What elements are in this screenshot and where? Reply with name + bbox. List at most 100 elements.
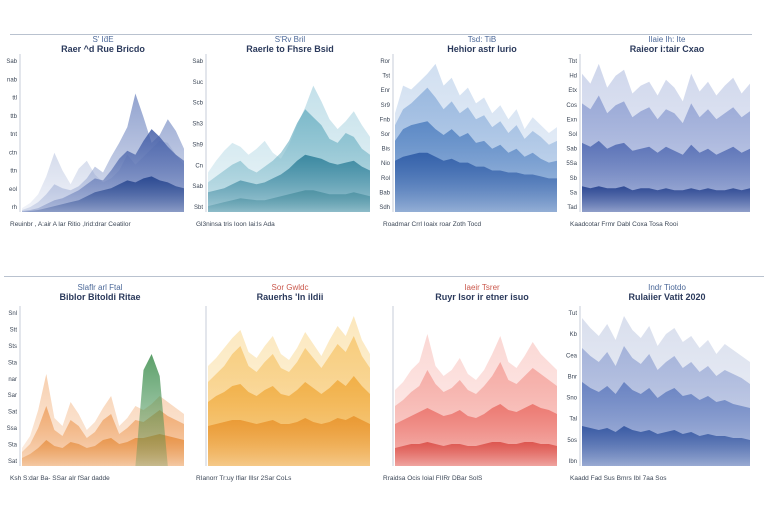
- y-tick-label: ctn: [9, 150, 17, 156]
- y-tick-label: Exn: [567, 117, 577, 123]
- y-tick-label: Sab: [6, 59, 17, 65]
- y-tick-label: Bab: [379, 190, 390, 196]
- y-tick-label: Ssa: [7, 426, 18, 432]
- chart-subtitle: Sor Gwldc: [272, 283, 309, 292]
- x-axis-labels: Roadmar Crrl Ioaix roar Zoth Tocd: [383, 221, 482, 228]
- area-series-4: [395, 152, 557, 212]
- y-tick-label: Ror: [380, 59, 390, 65]
- y-tick-label: Sb: [570, 176, 578, 182]
- y-tick-label: Cos: [566, 103, 577, 109]
- y-tick-label: tnt: [10, 132, 17, 138]
- chart-subtitle: Iaeir Tsrer: [464, 283, 500, 292]
- y-tick-label: rh: [12, 205, 17, 211]
- chart-subtitle: Ilaie Ih: Ite: [649, 35, 686, 44]
- area-series-4: [582, 426, 750, 466]
- y-tick-label: Sar: [8, 393, 17, 399]
- y-tick-label: Sts: [8, 344, 17, 350]
- y-tick-label: Sat: [8, 410, 17, 416]
- y-tick-label: Cn: [195, 163, 203, 169]
- y-tick-label: Sr9: [381, 103, 391, 109]
- y-tick-label: 5os: [567, 438, 577, 444]
- y-tick-label: Stt: [10, 327, 18, 333]
- x-axis-labels: Ksh S:dar Ba- SSar aIr fSar dadde: [10, 475, 110, 482]
- x-axis-labels: Kaadcotar Frmr Dabl Coxa Tosa Rooi: [570, 221, 678, 228]
- y-tick-label: Sta: [8, 443, 18, 449]
- chart-title: Raer ^d Rue Bricdo: [61, 44, 145, 54]
- y-tick-label: Sol: [568, 132, 577, 138]
- y-tick-label: Cea: [566, 353, 578, 359]
- x-axis-labels: Gl3ninsa tris Ioon Iai:ls Ada: [196, 221, 275, 228]
- chart-title: Biblor Bitoldi Ritae: [60, 292, 141, 302]
- y-tick-label: Nio: [381, 161, 391, 167]
- y-tick-label: Sno: [566, 396, 577, 402]
- area-series-4: [22, 354, 184, 466]
- y-tick-label: 5Sa: [566, 161, 577, 167]
- chart-title: Rauerhs 'ln ildii: [257, 292, 324, 302]
- area-series-4: [208, 416, 370, 466]
- y-tick-label: Sab: [192, 184, 203, 190]
- top-divider: [10, 34, 752, 35]
- chart-subtitle: Tsd: TiB: [468, 35, 496, 44]
- y-tick-label: ttb: [10, 114, 17, 120]
- chart-title: Rulaiier Vatit 2020: [628, 292, 705, 302]
- y-tick-label: Scb: [193, 101, 204, 107]
- y-tick-label: eol: [9, 187, 17, 193]
- area-series-4: [208, 190, 370, 212]
- chart-title: Hehior astr lurio: [447, 44, 517, 54]
- y-tick-label: Bnr: [568, 374, 577, 380]
- y-tick-label: nab: [7, 77, 18, 83]
- y-tick-label: Sa: [570, 190, 578, 196]
- y-tick-label: Sdh: [379, 205, 390, 211]
- chart-title: Ruyr lsor ir etner isuo: [435, 292, 529, 302]
- y-tick-label: Rol: [381, 176, 390, 182]
- y-tick-label: Enr: [381, 88, 390, 94]
- y-tick-label: Suc: [193, 80, 203, 86]
- y-tick-label: Tst: [382, 74, 390, 80]
- y-tick-label: Sor: [381, 132, 390, 138]
- x-axis-labels: Rraidsa Ocis Ioial FIIRr DBar SolS: [383, 475, 483, 482]
- y-tick-label: Tut: [569, 311, 578, 317]
- y-tick-label: Sab: [566, 147, 577, 153]
- y-tick-label: Tal: [569, 417, 577, 423]
- x-axis-labels: RIanorr Tr:uy Ifiar IIlsr 2Sar CoLs: [196, 475, 292, 482]
- y-tick-label: ttl: [12, 96, 17, 102]
- area-series-4: [395, 442, 557, 466]
- y-tick-label: Sh3: [192, 122, 203, 128]
- area-series-4: [22, 176, 184, 212]
- y-tick-label: Kb: [570, 332, 578, 338]
- chart-subtitle: Slaflr arl Ftal: [78, 283, 123, 292]
- middle-divider: [4, 276, 764, 277]
- y-tick-label: Snl: [8, 311, 17, 317]
- y-tick-label: Tbt: [568, 59, 577, 65]
- y-tick-label: Etx: [568, 88, 577, 94]
- y-tick-label: Bis: [382, 147, 390, 153]
- y-tick-label: Tad: [567, 205, 577, 211]
- chart-subtitle: Indr Tiotdo: [648, 283, 686, 292]
- y-tick-label: nar: [8, 377, 17, 383]
- x-axis-labels: Kaadd Fad Sus Bmrs IbI 7aa Sos: [570, 475, 667, 482]
- y-tick-label: ttn: [10, 169, 17, 175]
- chart-subtitle: S' Id̈E: [92, 35, 113, 44]
- y-tick-label: Sat: [8, 459, 17, 465]
- chart-title: Raerle to Fhsre Bsid: [246, 44, 334, 54]
- x-axis-labels: Reuinbr , A:air A lar Ritio ,Irid:drar C…: [10, 221, 131, 228]
- y-tick-label: Sh9: [192, 142, 203, 148]
- y-tick-label: Hd: [569, 74, 577, 80]
- chart-subtitle: S'Rv Bril: [275, 35, 306, 44]
- y-tick-label: Ibn: [569, 459, 577, 465]
- y-tick-label: Fnb: [380, 117, 391, 123]
- area-series-4: [582, 186, 750, 212]
- y-tick-label: Sab: [192, 59, 203, 65]
- chart-title: Raieor i:tair Cxao: [630, 44, 705, 54]
- y-tick-label: Sbt: [194, 205, 203, 211]
